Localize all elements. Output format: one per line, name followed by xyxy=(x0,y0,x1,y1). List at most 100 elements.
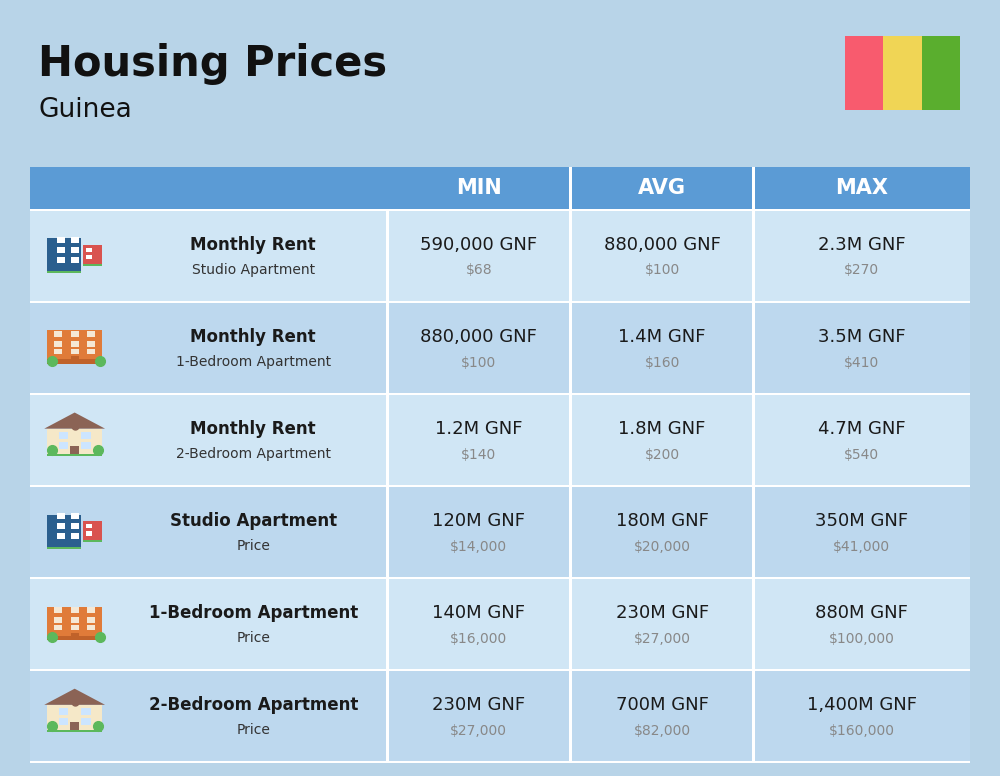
FancyBboxPatch shape xyxy=(569,302,572,393)
FancyBboxPatch shape xyxy=(47,454,102,456)
FancyBboxPatch shape xyxy=(87,348,95,354)
FancyBboxPatch shape xyxy=(30,301,970,303)
FancyBboxPatch shape xyxy=(57,257,65,263)
Text: 880,000 GNF: 880,000 GNF xyxy=(604,236,721,254)
FancyBboxPatch shape xyxy=(386,393,389,486)
Text: 350M GNF: 350M GNF xyxy=(815,512,908,530)
Text: $27,000: $27,000 xyxy=(450,724,507,738)
FancyBboxPatch shape xyxy=(752,167,755,210)
FancyBboxPatch shape xyxy=(30,210,970,302)
Text: $100: $100 xyxy=(645,263,680,278)
Text: 180M GNF: 180M GNF xyxy=(616,512,709,530)
FancyBboxPatch shape xyxy=(30,578,970,670)
FancyBboxPatch shape xyxy=(54,625,62,630)
FancyBboxPatch shape xyxy=(71,617,79,622)
FancyBboxPatch shape xyxy=(81,442,91,449)
Text: 1,400M GNF: 1,400M GNF xyxy=(807,696,917,714)
FancyBboxPatch shape xyxy=(47,331,102,364)
Text: $14,000: $14,000 xyxy=(450,539,507,553)
FancyBboxPatch shape xyxy=(86,248,92,252)
FancyBboxPatch shape xyxy=(57,523,65,529)
Text: 120M GNF: 120M GNF xyxy=(432,512,525,530)
Text: Price: Price xyxy=(236,631,270,645)
FancyBboxPatch shape xyxy=(86,531,92,535)
Text: 2.3M GNF: 2.3M GNF xyxy=(818,236,906,254)
Text: $270: $270 xyxy=(844,263,879,278)
FancyBboxPatch shape xyxy=(57,237,65,244)
Text: 2-Bedroom Apartment: 2-Bedroom Apartment xyxy=(176,447,331,461)
Text: Housing Prices: Housing Prices xyxy=(38,43,387,85)
FancyBboxPatch shape xyxy=(71,348,79,354)
FancyBboxPatch shape xyxy=(569,167,572,210)
FancyBboxPatch shape xyxy=(30,485,970,487)
FancyBboxPatch shape xyxy=(71,625,79,630)
Text: 700M GNF: 700M GNF xyxy=(616,696,709,714)
FancyBboxPatch shape xyxy=(30,669,970,671)
Text: $27,000: $27,000 xyxy=(634,632,691,646)
FancyBboxPatch shape xyxy=(569,486,572,578)
FancyBboxPatch shape xyxy=(752,578,755,670)
Text: 1-Bedroom Apartment: 1-Bedroom Apartment xyxy=(176,355,331,369)
FancyBboxPatch shape xyxy=(47,705,102,732)
FancyBboxPatch shape xyxy=(569,393,572,486)
FancyBboxPatch shape xyxy=(57,533,65,539)
FancyBboxPatch shape xyxy=(47,607,102,640)
FancyBboxPatch shape xyxy=(54,348,62,354)
Text: $100,000: $100,000 xyxy=(829,632,895,646)
FancyBboxPatch shape xyxy=(59,431,68,438)
FancyBboxPatch shape xyxy=(54,617,62,622)
Text: 880,000 GNF: 880,000 GNF xyxy=(420,327,537,346)
FancyBboxPatch shape xyxy=(71,513,79,519)
Text: $200: $200 xyxy=(645,448,680,462)
Polygon shape xyxy=(44,413,105,428)
FancyBboxPatch shape xyxy=(71,247,79,253)
Text: 3.5M GNF: 3.5M GNF xyxy=(818,327,906,346)
FancyBboxPatch shape xyxy=(47,428,102,456)
FancyBboxPatch shape xyxy=(87,331,95,337)
FancyBboxPatch shape xyxy=(83,540,102,542)
FancyBboxPatch shape xyxy=(71,608,79,613)
Polygon shape xyxy=(44,688,105,705)
Text: 230M GNF: 230M GNF xyxy=(432,696,525,714)
FancyBboxPatch shape xyxy=(87,625,95,630)
Text: $100: $100 xyxy=(461,355,496,369)
FancyBboxPatch shape xyxy=(71,523,79,529)
FancyBboxPatch shape xyxy=(59,719,68,726)
FancyBboxPatch shape xyxy=(71,237,79,244)
FancyBboxPatch shape xyxy=(83,521,102,542)
Text: $410: $410 xyxy=(844,355,880,369)
FancyBboxPatch shape xyxy=(47,547,81,549)
FancyBboxPatch shape xyxy=(81,708,91,715)
FancyBboxPatch shape xyxy=(59,708,68,715)
Text: 4.7M GNF: 4.7M GNF xyxy=(818,420,906,438)
FancyBboxPatch shape xyxy=(87,617,95,622)
FancyBboxPatch shape xyxy=(70,722,79,732)
FancyBboxPatch shape xyxy=(71,341,79,347)
FancyBboxPatch shape xyxy=(47,359,102,364)
FancyBboxPatch shape xyxy=(569,210,572,302)
FancyBboxPatch shape xyxy=(30,761,970,763)
FancyBboxPatch shape xyxy=(71,356,79,364)
FancyBboxPatch shape xyxy=(71,533,79,539)
Text: 1.4M GNF: 1.4M GNF xyxy=(618,327,706,346)
Text: AVG: AVG xyxy=(638,178,686,198)
FancyBboxPatch shape xyxy=(752,393,755,486)
FancyBboxPatch shape xyxy=(86,255,92,259)
FancyBboxPatch shape xyxy=(83,264,102,265)
FancyBboxPatch shape xyxy=(57,513,65,519)
FancyBboxPatch shape xyxy=(30,393,970,395)
FancyBboxPatch shape xyxy=(47,730,102,732)
Text: $41,000: $41,000 xyxy=(833,539,890,553)
Text: Monthly Rent: Monthly Rent xyxy=(190,327,316,346)
Text: Monthly Rent: Monthly Rent xyxy=(190,420,316,438)
FancyBboxPatch shape xyxy=(386,210,389,302)
Text: Studio Apartment: Studio Apartment xyxy=(170,512,337,530)
Text: $68: $68 xyxy=(466,263,492,278)
FancyBboxPatch shape xyxy=(752,302,755,393)
Text: $160,000: $160,000 xyxy=(829,724,895,738)
FancyBboxPatch shape xyxy=(87,608,95,613)
FancyBboxPatch shape xyxy=(54,608,62,613)
FancyBboxPatch shape xyxy=(59,442,68,449)
FancyBboxPatch shape xyxy=(922,36,960,110)
FancyBboxPatch shape xyxy=(30,577,970,579)
